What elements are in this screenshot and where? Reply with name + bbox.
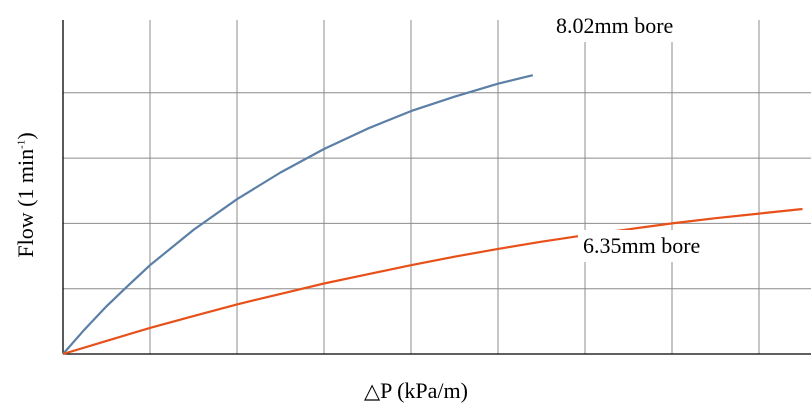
series-labels: 8.02mm bore 6.35mm bore bbox=[548, 8, 753, 262]
series-label-backdrop-8mm bbox=[548, 8, 718, 42]
y-axis-label-prefix: Flow (1 min bbox=[13, 148, 38, 258]
x-axis-label: △P (kPa/m) bbox=[364, 378, 468, 404]
series-line-8mm-bore bbox=[62, 74, 534, 355]
y-axis-label-suffix: ) bbox=[13, 132, 38, 140]
series-label-6mm: 6.35mm bore bbox=[583, 233, 700, 258]
axes bbox=[62, 20, 811, 355]
series-label-8mm: 8.02mm bore bbox=[556, 13, 673, 38]
y-axis-label-superscript: -1 bbox=[15, 139, 28, 149]
series-lines bbox=[62, 74, 803, 356]
y-axis-label: Flow (1 min-1) bbox=[13, 132, 39, 257]
x-axis-label-text: P (kPa/m) bbox=[380, 378, 468, 403]
delta-symbol: △ bbox=[364, 379, 381, 403]
series-label-backdrop-6mm bbox=[578, 230, 753, 262]
series-line-6mm-bore bbox=[62, 207, 803, 356]
grid bbox=[63, 20, 811, 354]
